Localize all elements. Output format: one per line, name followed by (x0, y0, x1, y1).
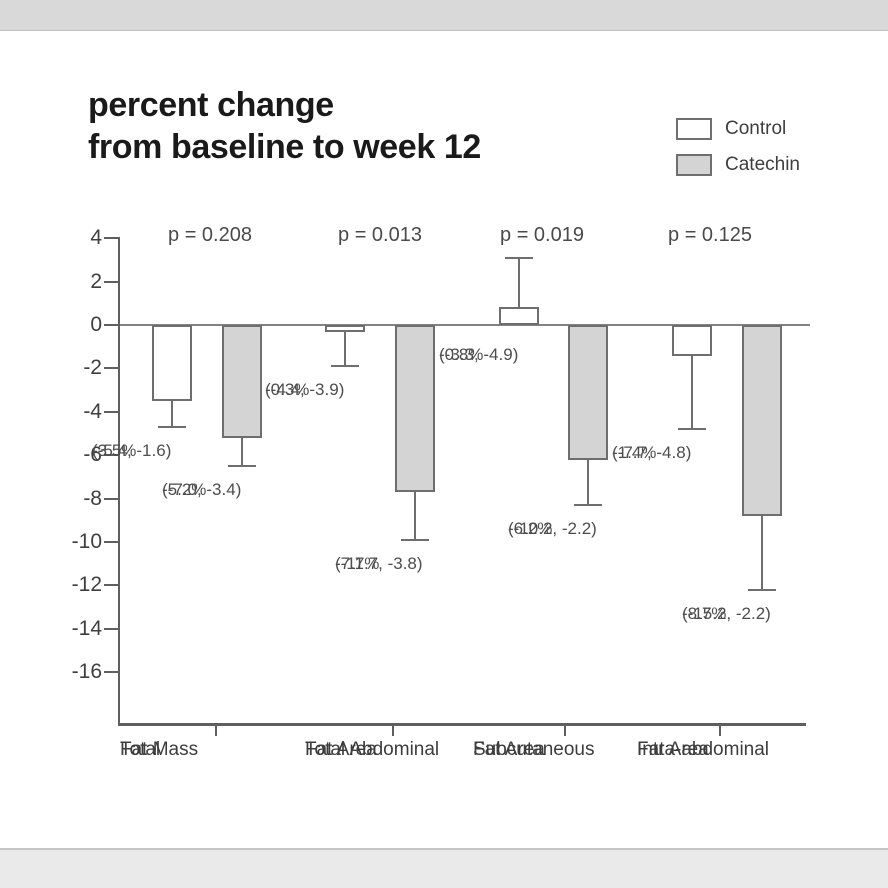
y-axis-line (118, 237, 120, 726)
x-group-tick (719, 726, 721, 736)
error-whisker-cap (228, 465, 256, 468)
bar-ci-text: (-11.7, -3.8) (335, 553, 423, 573)
bar-ci-text: (-7.7, -4.8) (612, 443, 692, 463)
p-value-label: p = 0.125 (668, 224, 752, 246)
error-whisker-stem (241, 433, 243, 467)
bar-catechin-group1 (222, 325, 262, 438)
error-whisker-stem (587, 455, 589, 506)
p-value-label: p = 0.019 (500, 224, 584, 246)
category-label-line: Subcutaneous (473, 739, 595, 760)
y-tick (104, 324, 118, 326)
legend-label-catechin: Catechin (725, 154, 800, 175)
p-value-label: p = 0.013 (338, 224, 422, 246)
y-tick (104, 367, 118, 370)
y-tick-label: -16 (71, 660, 102, 684)
y-tick-label: -4 (83, 399, 102, 423)
bar-ci-text: (-4.4, -3.9) (265, 380, 345, 400)
error-whisker-cap (574, 504, 602, 507)
bar-control-group2 (325, 325, 365, 332)
error-whisker-stem (414, 488, 416, 540)
y-tick-label: -10 (71, 530, 102, 553)
bar-percent-text: -0.8% (439, 345, 484, 364)
y-tick (104, 280, 118, 283)
bar-percent-text: -7.7% (335, 553, 380, 573)
control-swatch-icon (676, 118, 712, 140)
bar-percent-text: -1.4% (612, 443, 657, 463)
y-tick (104, 671, 118, 674)
bar-control-group3 (499, 306, 539, 325)
y-tick (104, 497, 118, 500)
legend-label-control: Control (725, 118, 787, 139)
y-tick (104, 237, 118, 240)
x-axis-line (118, 723, 806, 726)
bar-percent-text: -5.2% (162, 480, 207, 500)
x-group-tick (392, 726, 394, 736)
bar-control-group4 (672, 325, 712, 357)
category-label-line: Total (120, 739, 161, 760)
bar-percent-text: -0.3% (265, 380, 310, 400)
error-whisker-stem (691, 352, 693, 430)
x-group-tick (564, 726, 566, 736)
y-tick (104, 454, 118, 457)
zero-line (120, 324, 810, 326)
category-label-line: Intra-abdominal (637, 739, 770, 760)
y-tick-label: -12 (71, 573, 102, 597)
legend-item-control: Control (676, 118, 800, 140)
y-tick (104, 584, 118, 587)
bar-control-group1 (152, 325, 192, 401)
error-whisker-cap (748, 588, 776, 591)
bar-ci-text: (-10.2, -2.2) (508, 519, 597, 539)
error-whisker-cap (505, 256, 533, 259)
chart-title: percent change from baseline to week 12 (88, 84, 481, 168)
y-tick (104, 541, 118, 543)
error-whisker-cap (401, 538, 429, 541)
category-label-line: Total Abdominal (305, 739, 440, 760)
bottom-band (0, 848, 888, 888)
bar-ci-text: (-5.4, -1.6) (92, 440, 172, 460)
error-whisker-stem (344, 327, 346, 367)
bar-catechin-group4 (742, 325, 782, 516)
chart-title-line1: percent change (88, 86, 334, 124)
y-tick-label: -2 (83, 356, 102, 380)
bar-percent-text: -6.2% (508, 519, 553, 539)
y-tick-label: -6 (83, 443, 102, 467)
error-whisker-cap (678, 428, 706, 431)
catechin-swatch-icon (676, 154, 712, 176)
bar-percent-text: -3.5% (92, 440, 137, 460)
p-value-label: p = 0.208 (168, 224, 252, 246)
category-label-line: Fat Area (637, 739, 709, 760)
bar-percent-text: -8.7% (682, 603, 727, 623)
bar-ci-text: (-3.3, -4.9) (439, 345, 519, 364)
chart-title-line2: from baseline to week 12 (88, 128, 481, 166)
error-whisker-cap (331, 365, 359, 368)
y-tick-label: -14 (71, 616, 102, 640)
legend-item-catechin: Catechin (676, 154, 800, 176)
y-tick (104, 410, 118, 413)
y-tick-label: 2 (90, 269, 102, 293)
bar-ci-text: (-7.0, -3.4) (162, 480, 242, 500)
bar-catechin-group3 (568, 325, 608, 460)
error-whisker-stem (518, 257, 520, 311)
error-whisker-stem (761, 511, 763, 590)
bar-ci-text: (-15.2, -2.2) (682, 603, 771, 623)
legend: Control Catechin (676, 118, 800, 190)
y-tick (104, 627, 118, 630)
y-tick-label: -8 (83, 486, 102, 510)
x-group-tick (215, 726, 217, 736)
bar-catechin-group2 (395, 325, 435, 493)
category-label-line: Fat Area (305, 739, 377, 760)
error-whisker-cap (158, 425, 186, 428)
category-label-line: Fat Mass (120, 739, 199, 760)
top-band (0, 0, 888, 31)
y-tick-label: 0 (90, 313, 102, 336)
y-tick-label: 4 (90, 226, 102, 250)
error-whisker-stem (171, 396, 173, 427)
category-label-line: Fat Area (473, 739, 545, 760)
